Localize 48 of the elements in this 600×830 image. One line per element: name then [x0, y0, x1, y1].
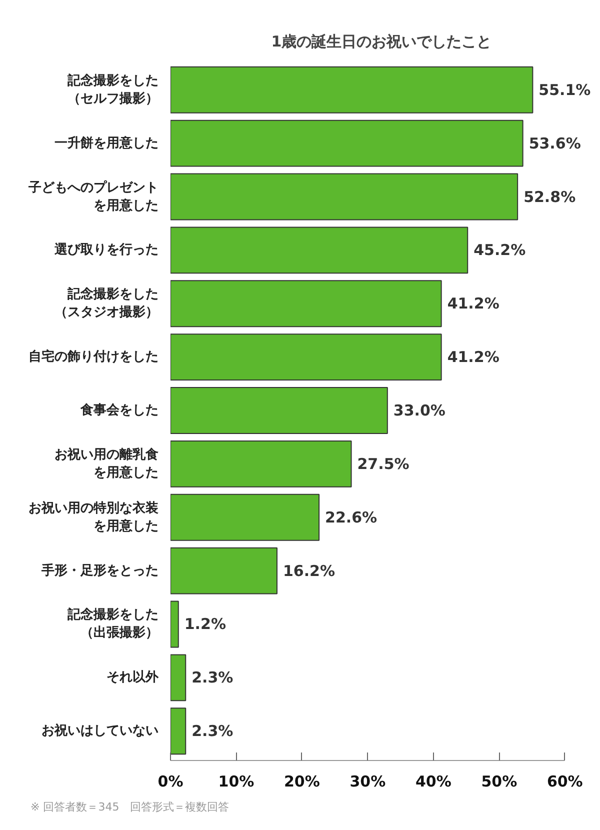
data-label: 41.2%	[447, 294, 500, 313]
bar	[170, 226, 468, 274]
x-tick-label: 0%	[158, 772, 184, 790]
bar	[170, 334, 442, 381]
bar	[170, 494, 320, 541]
data-label: 2.3%	[192, 722, 234, 740]
y-tick-label: 自宅の飾り付けをした	[28, 348, 158, 365]
y-tick-label: お祝い用の特別な衣装を用意した	[28, 500, 158, 534]
x-tick-label: 60%	[546, 772, 583, 790]
y-tick-label: 記念撮影をした（セルフ撮影）	[66, 72, 158, 106]
data-label: 33.0%	[393, 402, 446, 420]
data-label: 52.8%	[524, 188, 576, 206]
data-label: 16.2%	[282, 562, 336, 580]
x-tick-label: 30%	[350, 772, 386, 790]
y-tick-label: お祝いはしていない	[42, 722, 158, 739]
x-tick-label: 40%	[415, 772, 452, 790]
x-tick-label: 50%	[481, 772, 518, 790]
data-label: 55.1%	[538, 80, 591, 99]
bar	[170, 654, 186, 702]
y-tick-label: 選び取りを行った	[54, 242, 158, 258]
chart-title: 1歳の誕生日のお祝いでしたこと	[271, 32, 492, 50]
data-label: 53.6%	[528, 134, 581, 152]
x-tick-label: 20%	[284, 772, 320, 790]
x-tick-label: 10%	[218, 772, 254, 790]
bar	[170, 708, 186, 755]
text: ※ 回答者数＝345 回答形式＝複数回答	[30, 800, 230, 814]
y-tick-label: それ以外	[106, 670, 160, 686]
y-tick-label: 子どもへのプレゼントを用意した	[28, 179, 158, 214]
bar	[170, 120, 524, 167]
y-tick-label: お祝い用の離乳食を用意した	[54, 446, 158, 480]
y-tick-label: 記念撮影をした（スタジオ撮影）	[54, 286, 158, 320]
bar	[170, 173, 518, 220]
bar	[170, 600, 179, 648]
data-label: 22.6%	[325, 508, 378, 526]
bar	[170, 440, 352, 488]
bar	[170, 547, 278, 594]
y-tick-label: 一升餅を用意した	[54, 134, 158, 151]
y-tick-label: 食事会をした	[80, 403, 158, 418]
bar	[170, 387, 388, 434]
data-label: 45.2%	[474, 241, 526, 260]
data-label: 1.2%	[184, 615, 226, 634]
data-label: 27.5%	[357, 454, 410, 473]
data-label: 41.2%	[447, 348, 500, 366]
y-tick-label: 手形・足形をとった	[40, 562, 158, 578]
bar	[170, 66, 534, 114]
bar	[170, 280, 442, 328]
y-tick-label: 記念撮影をした（出張撮影）	[66, 606, 158, 641]
data-label: 2.3%	[192, 668, 234, 687]
